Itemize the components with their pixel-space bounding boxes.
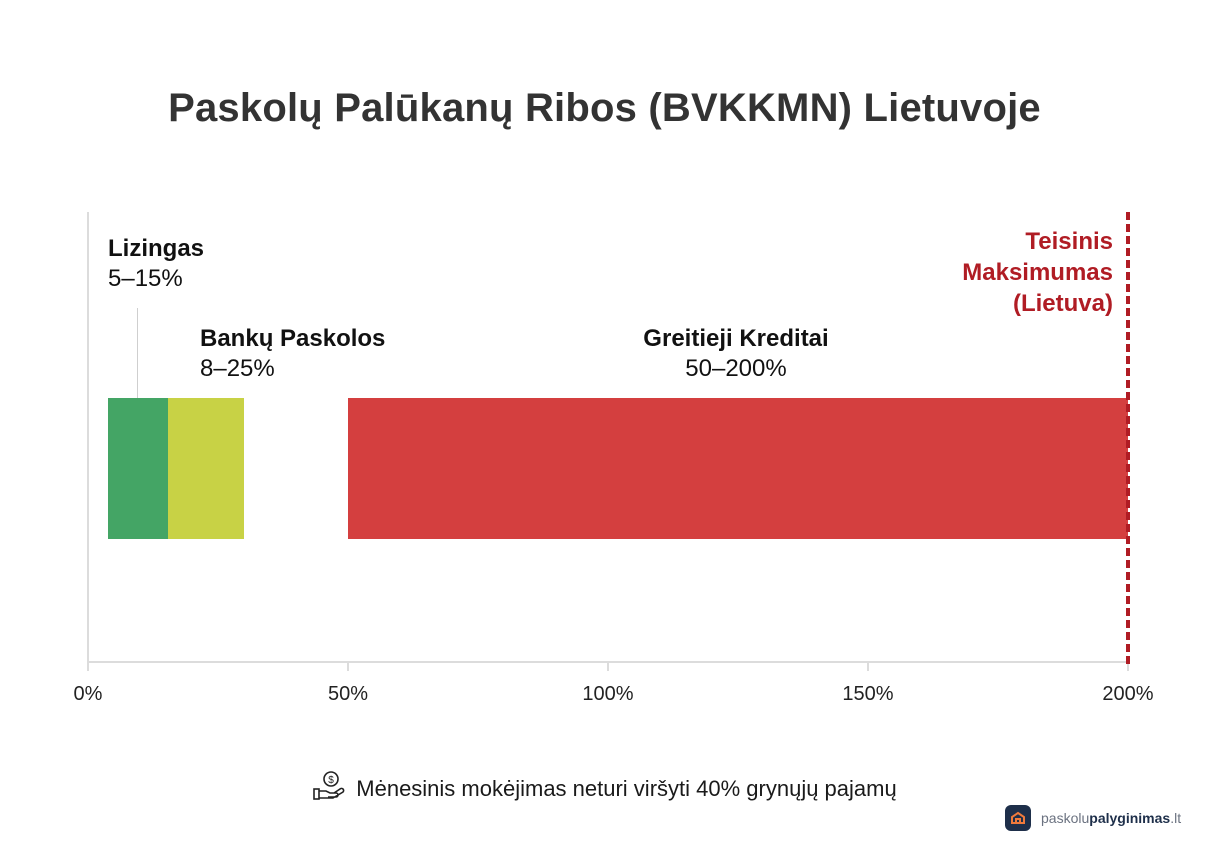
y-axis-line xyxy=(87,212,89,664)
label-bankai-range: 8–25% xyxy=(200,355,275,382)
footnote: $ Mėnesinis mokėjimas neturi viršyti 40%… xyxy=(0,770,1209,808)
label-banku-paskolos: Bankų Paskolos 8–25% xyxy=(200,324,385,384)
x-tick xyxy=(607,663,609,671)
label-greitieji-kreditai: Greitieji Kreditai 50–200% xyxy=(643,324,828,384)
bar-lizingas xyxy=(108,398,168,539)
label-lizingas: Lizingas 5–15% xyxy=(108,234,204,294)
legal-max-line3: (Lietuva) xyxy=(1012,290,1113,317)
hand-coin-icon: $ xyxy=(312,770,346,808)
x-tick-label: 50% xyxy=(327,683,369,705)
brand-logo-icon xyxy=(1005,805,1031,831)
brand-name: paskolupalyginimas.lt xyxy=(1041,810,1182,826)
label-lizingas-range: 5–15% xyxy=(108,265,183,292)
legal-max-line1: Teisinis xyxy=(1025,228,1113,255)
label-lizingas-name: Lizingas xyxy=(108,235,205,262)
bar-banku-paskolos xyxy=(168,398,244,539)
bar-greitieji-kreditai xyxy=(348,398,1128,539)
x-tick xyxy=(347,663,349,671)
svg-text:$: $ xyxy=(328,775,334,786)
x-tick xyxy=(87,663,89,671)
lizingas-leader-line xyxy=(137,308,138,398)
x-axis-line xyxy=(87,661,1129,663)
x-tick-label: 0% xyxy=(73,683,103,705)
legal-max-label: Teisinis Maksimumas (Lietuva) xyxy=(962,226,1113,319)
chart-title: Paskolų Palūkanų Ribos (BVKKMN) Lietuvoj… xyxy=(168,86,1041,130)
footnote-text: Mėnesinis mokėjimas neturi viršyti 40% g… xyxy=(356,776,897,801)
x-tick-label: 150% xyxy=(842,683,894,705)
label-bankai-name: Bankų Paskolos xyxy=(200,325,386,352)
legal-max-line2: Maksimumas xyxy=(962,259,1113,286)
x-tick xyxy=(867,663,869,671)
legal-max-dashed-line xyxy=(1126,212,1130,664)
label-greitieji-range: 50–200% xyxy=(685,355,787,382)
x-tick xyxy=(1127,663,1129,671)
label-greitieji-name: Greitieji Kreditai xyxy=(643,325,829,352)
x-tick-label: 200% xyxy=(1102,683,1154,705)
x-tick-label: 100% xyxy=(582,683,634,705)
brand-watermark: paskolupalyginimas.lt xyxy=(1005,805,1181,831)
